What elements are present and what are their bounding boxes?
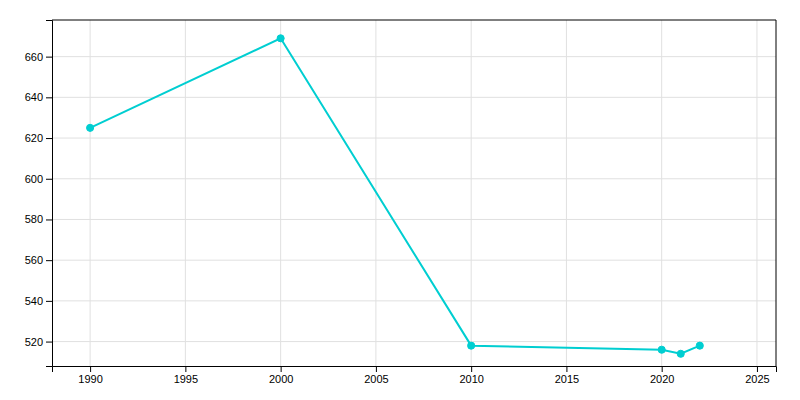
grid-line-x	[471, 20, 472, 366]
y-tick: 640	[25, 91, 52, 103]
marker	[468, 342, 475, 349]
grid-line-x	[566, 20, 567, 366]
x-tick-mark	[281, 366, 282, 372]
grid-line-y	[52, 138, 776, 139]
x-tick-mark	[376, 366, 377, 372]
y-tick-label: 540	[25, 295, 43, 307]
chart: 1990 1995 2000 2005 2010 2015 2020 2025 520 540 56…	[0, 0, 800, 400]
x-tick-label: 1990	[78, 373, 102, 385]
y-tick: 580	[25, 213, 52, 225]
y-tick-label: 580	[25, 213, 43, 225]
x-tick-mark	[185, 366, 186, 372]
y-tick-label: 620	[25, 132, 43, 144]
grid-line-x	[90, 20, 91, 366]
grid-line-x	[661, 20, 662, 366]
y-tick: 520	[25, 336, 52, 348]
x-tick: 1990	[78, 366, 102, 385]
x-tick-mark	[471, 366, 472, 372]
grid-line-y	[52, 219, 776, 220]
x-tick: 2000	[269, 366, 293, 385]
y-tick-label: 660	[25, 51, 43, 63]
grid-line-y	[52, 300, 776, 301]
x-tick-mark	[90, 366, 91, 372]
grid-line-y	[52, 260, 776, 261]
x-tick: 2005	[364, 366, 388, 385]
marker	[87, 124, 94, 131]
x-tick: 2020	[650, 366, 674, 385]
y-tick: 660	[25, 51, 52, 63]
x-tick-label: 2020	[650, 373, 674, 385]
x-tick-label: 2005	[364, 373, 388, 385]
x-tick-label: 2025	[745, 373, 769, 385]
y-tick: 620	[25, 132, 52, 144]
marker	[658, 346, 665, 353]
x-tick-mark	[566, 366, 567, 372]
grid-line-x	[280, 20, 281, 366]
y-tick-mark	[46, 138, 52, 139]
x-tick: 2025	[745, 366, 769, 385]
marker	[677, 350, 684, 357]
y-tick-label: 560	[25, 254, 43, 266]
x-axis: 1990 1995 2000 2005 2010 2015 2020 2025	[53, 366, 777, 385]
grid-line-y	[52, 178, 776, 179]
y-tick-mark	[46, 57, 52, 58]
frame-right	[776, 20, 777, 366]
x-tick-label: 2015	[555, 373, 579, 385]
y-tick-mark	[46, 179, 52, 180]
x-tick: 2015	[555, 366, 579, 385]
y-tick-label: 640	[25, 91, 43, 103]
x-tick: 1995	[174, 366, 198, 385]
y-tick: 600	[25, 173, 52, 185]
x-axis-line	[53, 367, 777, 373]
x-tick: 2010	[459, 366, 483, 385]
marker	[696, 342, 703, 349]
y-axis-line	[46, 21, 53, 367]
grid-line-x	[185, 20, 186, 366]
y-axis: 520 540 560 580 600 620 640 660	[25, 21, 53, 367]
y-tick: 560	[25, 254, 52, 266]
grid-line-x	[756, 20, 757, 366]
y-tick-mark	[46, 260, 52, 261]
y-tick-mark	[46, 219, 52, 220]
grid-line-y	[52, 341, 776, 342]
x-tick-mark	[757, 366, 758, 372]
plot-area: 1990 1995 2000 2005 2010 2015 2020 2025 520 540 56…	[25, 20, 777, 385]
marks	[87, 35, 704, 358]
grid-line-y	[52, 97, 776, 98]
x-tick-label: 2000	[269, 373, 293, 385]
grid-line-y	[52, 56, 776, 57]
y-tick-mark	[46, 342, 52, 343]
grid	[52, 20, 776, 366]
y-tick: 540	[25, 295, 52, 307]
y-tick-mark	[46, 301, 52, 302]
x-tick-mark	[662, 366, 663, 372]
y-tick-label: 520	[25, 336, 43, 348]
frame-top	[52, 20, 776, 21]
line	[90, 38, 700, 353]
y-tick-label: 600	[25, 173, 43, 185]
x-tick-label: 1995	[174, 373, 198, 385]
marker	[277, 35, 284, 42]
x-tick-label: 2010	[459, 373, 483, 385]
y-tick-mark	[46, 97, 52, 98]
